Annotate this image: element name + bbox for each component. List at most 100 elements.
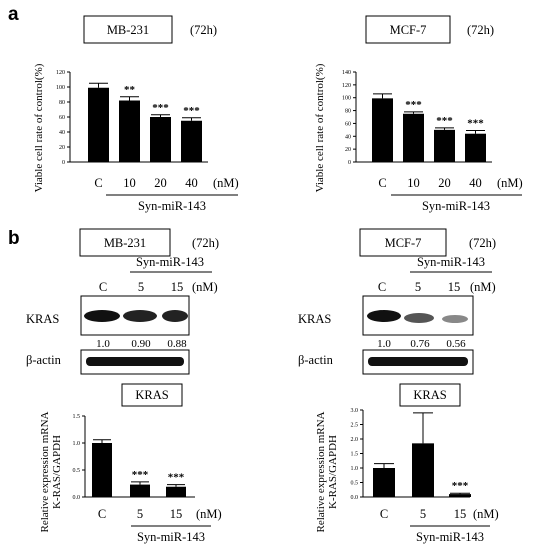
y-tick-label: 0.0	[73, 495, 81, 501]
bar	[412, 443, 434, 497]
blot-b-right-unit: (nM)	[470, 280, 496, 294]
y-tick-label: 80	[345, 109, 351, 115]
chart-a-left: Viable cell rate of control(%) 0 20 40 60 80…	[33, 63, 239, 213]
x-category-label: C	[380, 507, 388, 521]
chart-a-right-treatment: Syn-miR-143	[422, 199, 490, 213]
chart-b-left-unit: (nM)	[196, 507, 222, 521]
y-tick-label: 2.0	[351, 437, 359, 443]
panel-letter-b: b	[8, 228, 20, 249]
blot-b-left-actin	[80, 349, 190, 375]
y-tick-label: 100	[56, 85, 65, 91]
time-label-a-right: (72h)	[467, 23, 494, 37]
cell-line-label-a-right: MCF-7	[390, 23, 427, 37]
chart-b-right: Relative expression mRNA K-RAS/GAPDH 0.0…	[315, 408, 499, 544]
bar	[403, 113, 424, 162]
y-tick-label: 3.0	[351, 408, 359, 414]
blot-b-left-lane-c: C	[99, 280, 107, 294]
chart-b-left-xcats: C 5 15	[98, 507, 182, 521]
bar	[119, 100, 140, 162]
blot-b-left-quant-c: 1.0	[96, 338, 110, 350]
x-category-label: 15	[454, 507, 467, 521]
significance-label: ***	[152, 102, 169, 114]
x-category-label: 5	[420, 507, 426, 521]
y-tick-label: 1.5	[73, 414, 81, 420]
x-category-label: C	[378, 176, 386, 190]
chart-a-right-unit: (nM)	[497, 176, 523, 190]
y-tick-label: 40	[59, 130, 65, 136]
chart-b-right-bars: ***	[373, 412, 471, 497]
chart-b-right-unit: (nM)	[473, 507, 499, 521]
blot-b-right-lane-c: C	[378, 280, 386, 294]
y-tick-label: 40	[345, 134, 351, 140]
y-tick-label: 1.0	[73, 441, 81, 447]
chart-b-left-ylabel-2: K-RAS/GAPDH	[51, 435, 63, 509]
x-category-label: 20	[438, 176, 451, 190]
significance-label: ***	[436, 115, 453, 127]
cell-line-label-b-left: MB-231	[104, 236, 146, 250]
chart-b-right-title: KRAS	[413, 388, 446, 402]
x-category-label: 5	[137, 507, 143, 521]
chart-b-left-treatment: Syn-miR-143	[137, 530, 205, 544]
bar	[166, 486, 186, 497]
y-tick-label: 20	[345, 147, 351, 153]
x-category-label: 40	[185, 176, 198, 190]
chart-b-left-title: KRAS	[135, 388, 168, 402]
chart-a-right: Viable cell rate of control(%) 0 20 40 60 80…	[314, 63, 523, 213]
cell-line-box-a-left	[83, 15, 173, 44]
chart-b-left-ylabel-1: Relative expression mRNA	[39, 411, 51, 532]
y-tick-label: 20	[59, 145, 65, 151]
y-tick-label: 1.0	[351, 466, 359, 472]
chart-a-left-unit: (nM)	[213, 176, 239, 190]
blot-b-right-kras-label: KRAS	[298, 312, 331, 326]
bar	[434, 129, 455, 162]
bar	[449, 494, 471, 497]
x-category-label: 10	[407, 176, 420, 190]
blot-b-left-kras-label: KRAS	[26, 312, 59, 326]
y-tick-label: 0.5	[351, 481, 359, 487]
chart-a-left-treatment: Syn-miR-143	[138, 199, 206, 213]
chart-a-left-bars: ***** ***	[88, 82, 202, 162]
blot-b-left-kras	[80, 295, 190, 336]
y-tick-label: 60	[59, 115, 65, 121]
blot-b-right-lane-5: 5	[415, 280, 421, 294]
y-tick-label: 0.5	[73, 468, 81, 474]
bar	[181, 120, 202, 162]
chart-b-right-ylabel-2: K-RAS/GAPDH	[327, 435, 339, 509]
blot-b-right-quant-15: 0.56	[446, 338, 466, 350]
x-category-label: 10	[123, 176, 136, 190]
panel-letter-a: a	[8, 4, 19, 25]
chart-b-left-title-box	[121, 383, 183, 407]
x-category-label: 15	[170, 507, 183, 521]
cell-line-box-a-right	[365, 15, 451, 44]
bar	[373, 468, 395, 497]
chart-b-right-ylabel-1: Relative expression mRNA	[315, 411, 327, 532]
blot-b-left-lane-15: 15	[171, 280, 184, 294]
y-tick-label: 80	[59, 100, 65, 106]
chart-a-left-xcats: C 10 20 40	[94, 176, 197, 190]
blot-b-left-quant-5: 0.90	[131, 338, 151, 350]
y-tick-label: 0	[348, 160, 351, 166]
chart-b-left: Relative expression mRNA K-RAS/GAPDH 0.0…	[39, 411, 222, 544]
y-tick-label: 2.5	[351, 423, 359, 429]
blot-b-right-actin	[362, 349, 474, 375]
y-tick-label: 120	[342, 83, 351, 89]
bar	[465, 133, 486, 162]
bar	[150, 117, 171, 162]
y-tick-label: 1.5	[351, 452, 359, 458]
blot-b-left-actin-label: β-actin	[26, 353, 62, 367]
cell-line-box-b-right	[359, 228, 447, 257]
x-category-label: 40	[469, 176, 482, 190]
y-tick-label: 100	[342, 96, 351, 102]
significance-label: ***	[452, 480, 469, 492]
blot-b-right-treatment: Syn-miR-143	[417, 255, 485, 269]
bar	[88, 87, 109, 162]
y-tick-label: 0	[62, 160, 65, 166]
time-label-b-left: (72h)	[192, 236, 219, 250]
significance-label: ***	[183, 105, 200, 117]
bar	[130, 484, 150, 497]
significance-label: ***	[405, 99, 422, 111]
chart-a-right-ylabel: Viable cell rate of control(%)	[314, 63, 326, 192]
chart-b-right-title-box	[399, 383, 461, 407]
x-category-label: C	[98, 507, 106, 521]
